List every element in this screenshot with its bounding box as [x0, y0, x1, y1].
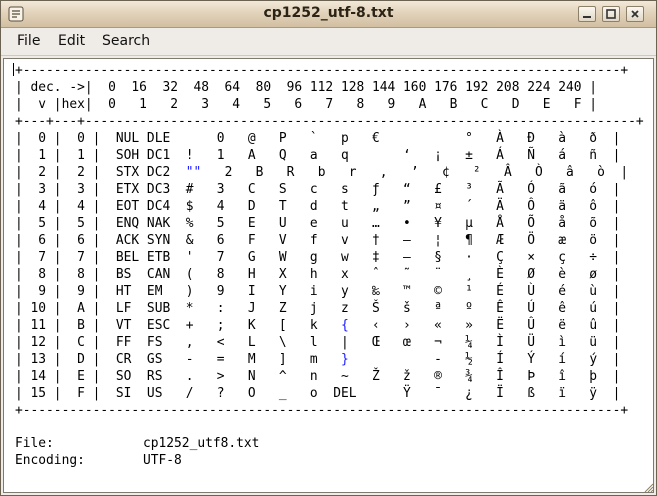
table-header-hex: | v |hex| 0 1 2 3 4 5 6 7 8 9 A B C D E … — [15, 97, 598, 112]
table-header-dec: | dec. ->| 0 16 32 48 64 80 96 112 128 1… — [15, 80, 598, 95]
maximize-icon — [606, 9, 616, 19]
table-row: | 14 | E | SO RS . > N ^ n ~ Ž ž ® ¾ Î Þ… — [15, 369, 621, 384]
table-row: | 7 | 7 | BEL ETB ' 7 G W g w ‡ — § · Ç … — [15, 250, 621, 265]
minimize-icon — [583, 16, 591, 18]
app-icon[interactable] — [8, 6, 24, 22]
window-title: cp1252_utf-8.txt — [263, 5, 394, 21]
table-row: | 5 | 5 | ENQ NAK % 5 E U e u … • ¥ µ Å … — [15, 216, 621, 231]
encoding-label: Encoding: — [15, 453, 85, 468]
menu-file[interactable]: File — [17, 33, 41, 49]
table-row: | 0 | 0 | NUL DLE 0 @ P ` p € ° À Ð à ð … — [15, 131, 621, 146]
text-cursor — [13, 63, 14, 76]
character-table: +---------------------------------------… — [15, 62, 644, 419]
close-icon — [631, 10, 639, 18]
menu-bar: File Edit Search — [1, 28, 656, 56]
table-row: | 6 | 6 | ACK SYN & 6 F V f v † – ¦ ¶ Æ … — [15, 233, 621, 248]
table-border-bottom: +---------------------------------------… — [15, 403, 629, 418]
table-row: | 11 | B | VT ESC + ; K [ k { ‹ › « » Ë … — [15, 318, 621, 333]
table-row: | 4 | 4 | EOT DC4 $ 4 D T d t „ ” ¤ ´ Ä … — [15, 199, 621, 214]
table-row: | 9 | 9 | HT EM ) 9 I Y i y ‰ ™ © ¹ É Ù … — [15, 284, 621, 299]
table-row: | 2 | 2 | STX DC2 "" 2 B R b r ‚ ’ ¢ ² Â… — [15, 165, 629, 180]
table-row: | 3 | 3 | ETX DC3 # 3 C S c s ƒ “ £ ³ Ã … — [15, 182, 621, 197]
table-separator: +---+---+-------------------------------… — [15, 114, 644, 129]
close-button[interactable] — [626, 6, 644, 22]
menu-search[interactable]: Search — [102, 33, 151, 49]
file-value: cp1252_utf8.txt — [143, 436, 260, 451]
title-bar[interactable]: cp1252_utf-8.txt — [1, 1, 656, 28]
file-label: File: — [15, 436, 54, 451]
table-row: | 10 | A | LF SUB * : J Z j z Š š ª º Ê … — [15, 301, 621, 316]
table-row: | 15 | F | SI US / ? O _ o DEL Ÿ ¯ ¿ Ï ß… — [15, 386, 621, 401]
text-view[interactable]: +---------------------------------------… — [3, 58, 654, 493]
resize-grip-icon[interactable] — [644, 483, 654, 493]
table-row: | 13 | D | CR GS - = M ] m } - ½ Í Ý í ý… — [15, 352, 621, 367]
minimize-button[interactable] — [578, 6, 596, 22]
encoding-value: UTF-8 — [143, 453, 182, 468]
table-row: | 12 | C | FF FS , < L \ l | Œ œ ¬ ¼ Ì Ü… — [15, 335, 621, 350]
table-row: | 8 | 8 | BS CAN ( 8 H X h x ˆ ˜ ¨ ¸ È Ø… — [15, 267, 621, 282]
table-row: | 1 | 1 | SOH DC1 ! 1 A Q a q ‘ ¡ ± Á Ñ … — [15, 148, 621, 163]
menu-edit[interactable]: Edit — [58, 33, 86, 49]
table-border-top: +---------------------------------------… — [15, 63, 629, 78]
maximize-button[interactable] — [602, 6, 620, 22]
